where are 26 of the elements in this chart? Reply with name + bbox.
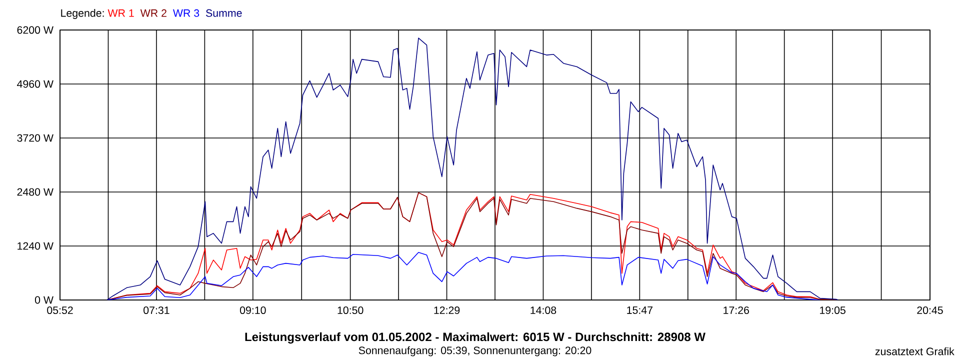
x-tick-label: 15:47 [627,306,652,314]
text: Sonnenaufgang: 05:39, Sonnenuntergang: 20:20 [358,346,592,356]
y-tick-label: 6200 W [17,26,54,34]
text: zusatztext Grafik [875,347,954,356]
legend-title: Legende: [61,9,104,19]
line-series [106,252,820,300]
x-tick-label: 14:08 [530,306,556,314]
y-tick-label: 4960 W [17,80,54,88]
text: WR 1 [108,9,134,17]
x-tick-label: 09:10 [240,306,266,314]
x-tick-label: 20:45 [917,306,943,314]
x-tick-label: 05:52 [47,306,73,314]
text: Summe [206,9,242,17]
x-tick-label: 12:29 [434,306,460,314]
y-tick-label: 1240 W [18,242,54,250]
x-tick-label: 07:31 [144,306,170,314]
text: Leistungsverlauf vom 01.05.2002 - Maximalwert: 6015 W - Durchschnitt: 28908 W [245,332,706,344]
y-tick-label: 0 W [34,296,54,304]
y-tick-label: 2480 W [17,188,54,196]
y-tick-label: 3720 W [17,134,54,142]
text: WR 2 [140,9,166,17]
x-tick-label: 19:05 [820,306,846,314]
line-series [106,38,839,300]
x-tick-label: 10:50 [338,306,364,314]
text: WR 3 [172,9,200,17]
x-tick-label: 17:26 [724,306,749,314]
